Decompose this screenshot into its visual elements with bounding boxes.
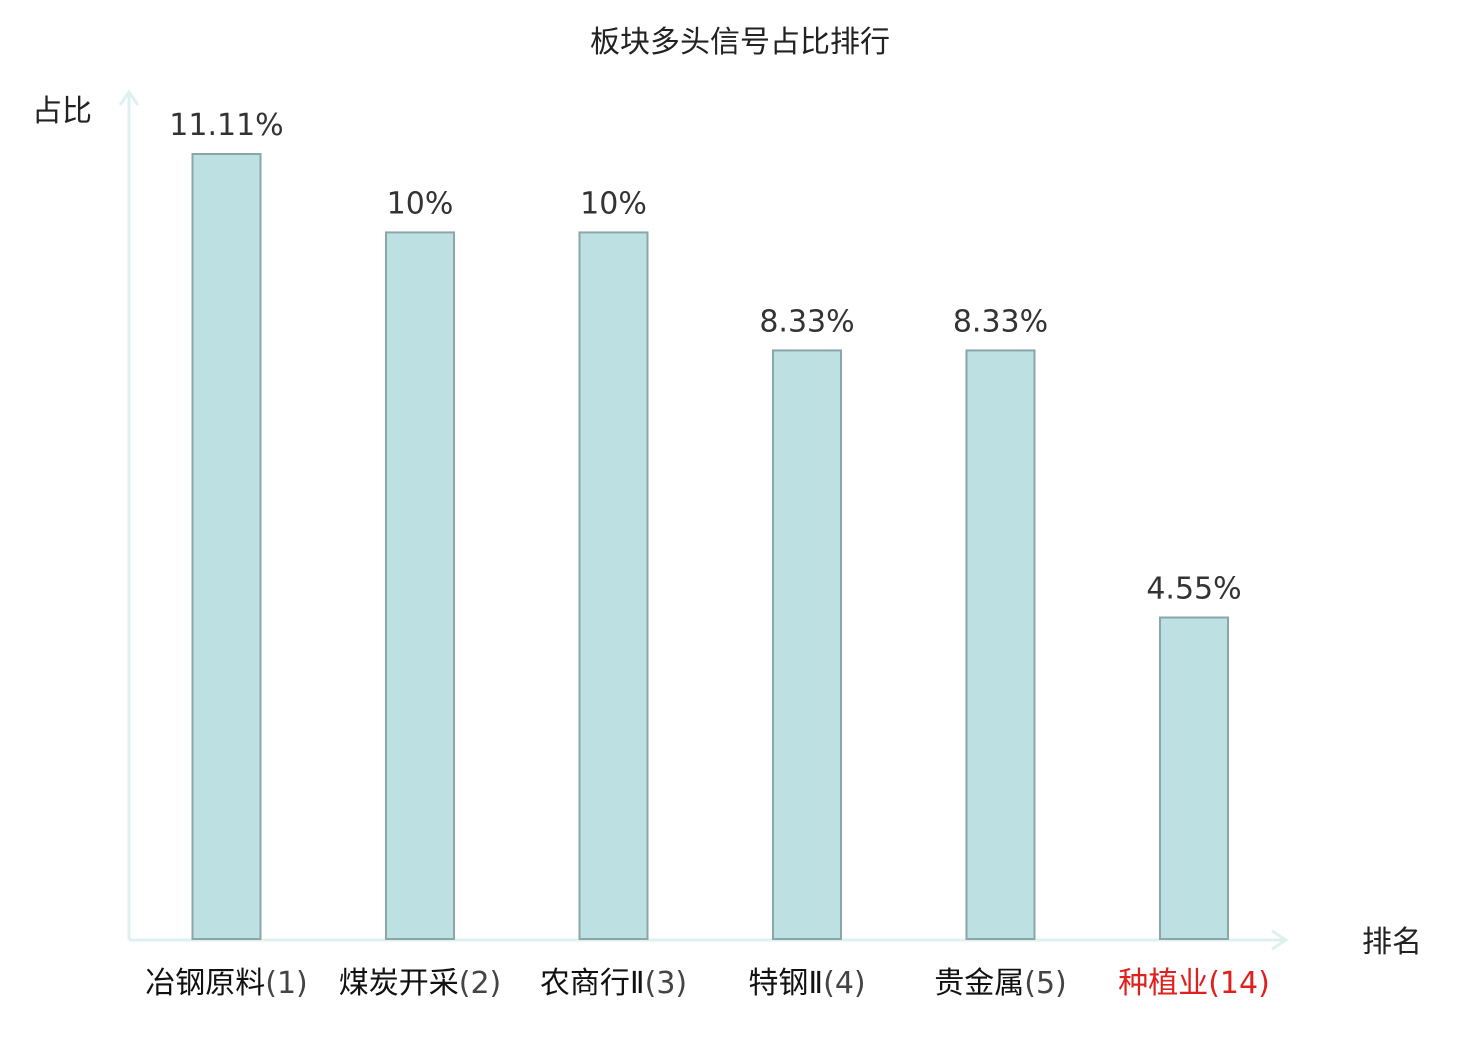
category-label-6: 种植业(14) xyxy=(1118,966,1270,1001)
value-labels-group: 11.11% 10% 10% 8.33% 8.33% 4.55% xyxy=(169,108,1241,607)
axes xyxy=(118,89,1289,951)
category-label-4: 特钢Ⅱ(4) xyxy=(748,966,865,1001)
category-rank: (5) xyxy=(1024,966,1067,1001)
bar-5 xyxy=(965,349,1036,940)
category-rank: (14) xyxy=(1208,966,1270,1001)
category-rank: (3) xyxy=(645,966,688,1001)
chart-title: 板块多头信号占比排行 xyxy=(590,25,890,60)
category-name: 冶钢原料 xyxy=(145,966,265,1001)
category-name: 煤炭开采 xyxy=(339,966,459,1001)
category-rank: (2) xyxy=(459,966,502,1001)
category-labels-group: 冶钢原料(1) 煤炭开采(2) 农商行Ⅱ(3) 特钢Ⅱ(4) 贵金属(5) 种植业(14) xyxy=(145,966,1270,1001)
category-label-3: 农商行Ⅱ(3) xyxy=(540,966,687,1001)
category-name: 农商行Ⅱ xyxy=(540,966,645,1001)
bar-2 xyxy=(385,231,455,941)
bar-value-label-2: 10% xyxy=(387,186,454,221)
category-label-1: 冶钢原料(1) xyxy=(145,966,308,1001)
y-axis-arrow xyxy=(118,89,140,106)
bar-value-label-6: 4.55% xyxy=(1146,572,1241,607)
bar-value-label-5: 8.33% xyxy=(953,304,1048,339)
x-axis-label: 排名 xyxy=(1362,925,1422,960)
bars-group xyxy=(191,153,1229,941)
category-label-2: 煤炭开采(2) xyxy=(339,966,502,1001)
category-label-5: 贵金属(5) xyxy=(934,966,1067,1001)
bar-3 xyxy=(578,231,649,941)
category-name: 贵金属 xyxy=(934,966,1024,1001)
bar-4 xyxy=(772,349,842,940)
bar-1 xyxy=(191,153,262,940)
category-name: 种植业 xyxy=(1118,966,1208,1001)
x-axis-arrow xyxy=(1271,929,1289,951)
category-rank: (1) xyxy=(265,966,308,1001)
bar-6 xyxy=(1159,616,1229,941)
bar-value-label-4: 8.33% xyxy=(759,304,854,339)
category-rank: (4) xyxy=(823,966,866,1001)
category-name: 特钢Ⅱ xyxy=(748,966,823,1001)
bar-value-label-3: 10% xyxy=(580,186,647,221)
y-axis-label: 占比 xyxy=(32,94,92,129)
bar-value-label-1: 11.11% xyxy=(169,108,283,143)
